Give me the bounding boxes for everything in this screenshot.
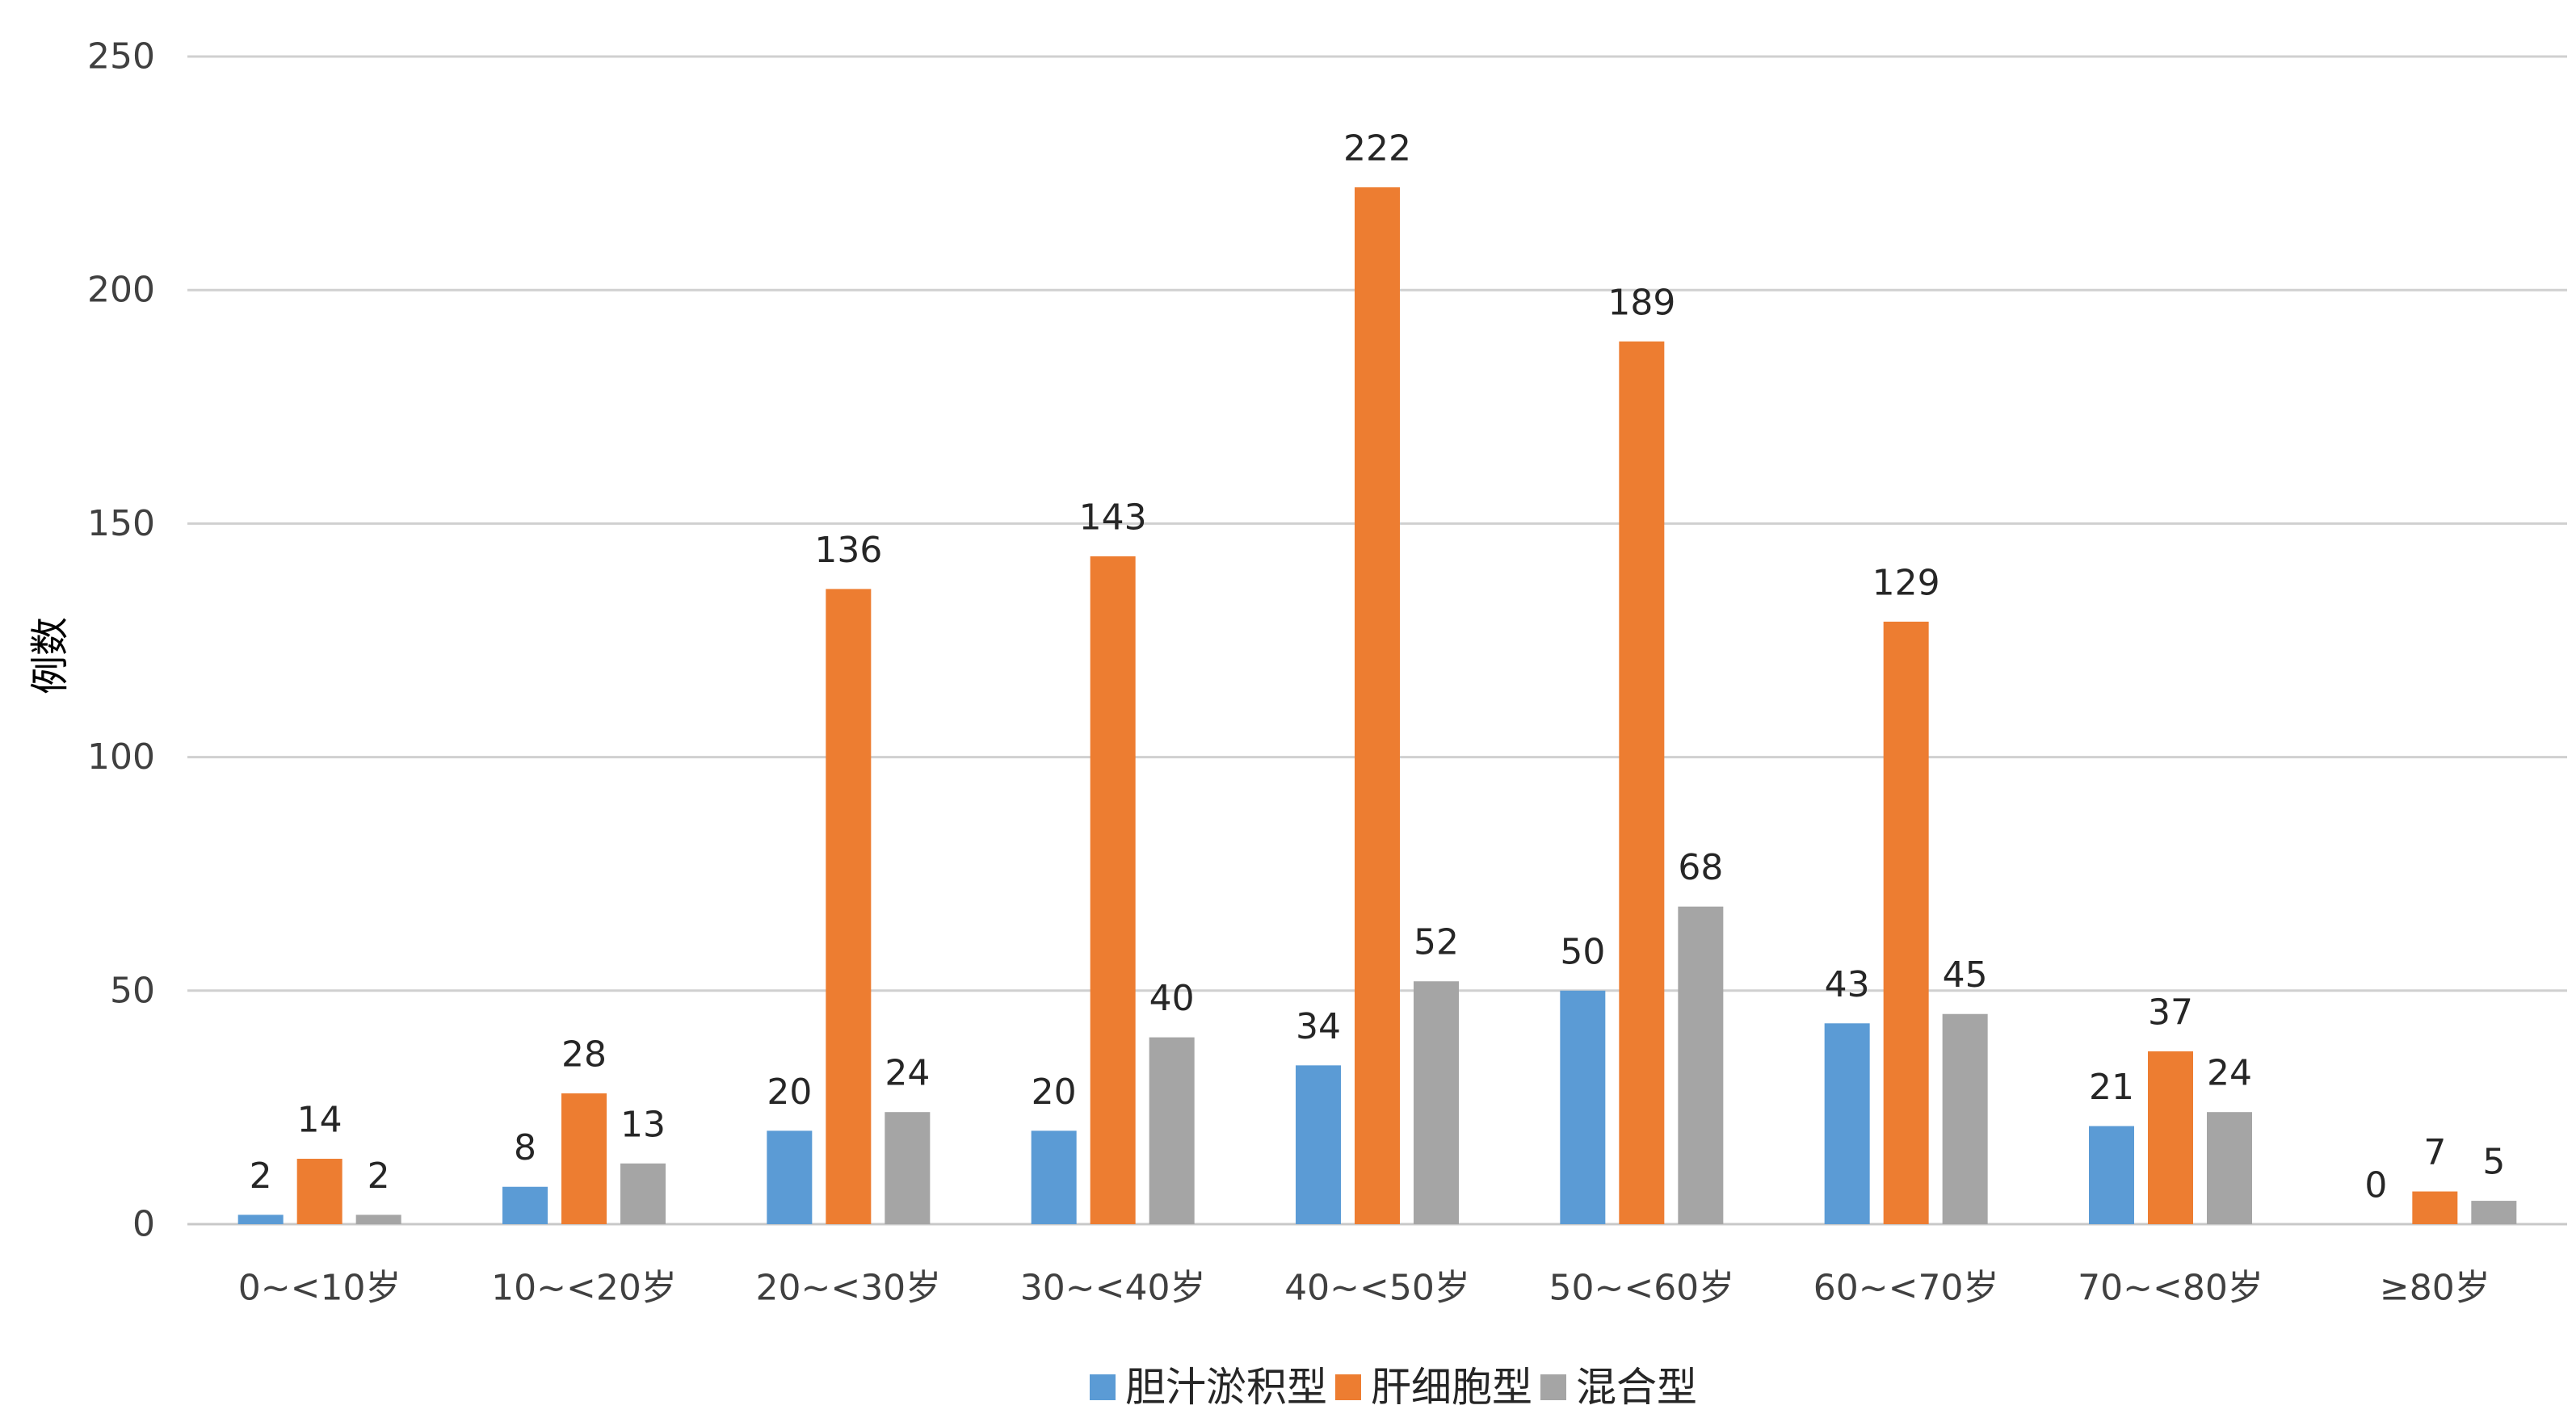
x-tick-label: 40~<50岁 [1284,1268,1470,1309]
bar-1-6 [1560,990,1606,1224]
bar-3-4 [1149,1037,1195,1224]
y-axis-ticks: 0 50 100 150 200 250 [87,36,155,1245]
data-label: 34 [1296,1006,1341,1047]
data-label: 136 [814,530,882,571]
bar-2-7 [1883,621,1929,1224]
data-label: 43 [1825,964,1870,1005]
bar-1-7 [1824,1023,1870,1224]
legend-label: 混合型 [1576,1364,1697,1411]
bar-2-1 [296,1159,342,1224]
x-tick-label: 50~<60岁 [1549,1268,1734,1309]
y-tick-label: 0 [132,1204,155,1245]
data-label: 20 [767,1072,812,1113]
bar-3-2 [620,1163,666,1224]
data-label: 0 [2364,1165,2387,1206]
y-tick-label: 100 [87,736,155,778]
bar-3-7 [1942,1013,1988,1224]
bar-1-5 [1296,1065,1341,1224]
x-tick-label: 70~<80岁 [2078,1268,2263,1309]
bar-1-8 [2089,1126,2134,1224]
bar-2-3 [826,589,872,1224]
data-label: 2 [250,1156,272,1197]
x-axis-ticks: 0~<10岁 10~<20岁 20~<30岁 30~<40岁 40~<50岁 50~<60… [238,1268,2490,1309]
legend-swatch [1540,1374,1566,1400]
bar-3-1 [355,1214,401,1224]
x-tick-label: 20~<30岁 [755,1268,941,1309]
data-label: 14 [297,1100,342,1141]
data-label: 5 [2482,1142,2505,1183]
bars [237,187,2517,1225]
bar-1-4 [1031,1130,1077,1224]
x-tick-label: ≥80岁 [2380,1268,2490,1309]
y-tick-label: 250 [87,36,155,78]
bar-3-8 [2207,1112,2252,1224]
data-label: 24 [2207,1053,2252,1094]
legend-swatch [1090,1374,1116,1400]
bar-2-9 [2412,1191,2458,1224]
bar-2-2 [561,1093,607,1224]
x-tick-label: 10~<20岁 [491,1268,677,1309]
bar-3-3 [885,1112,931,1224]
legend: 胆汁淤积型 肝细胞型 混合型 [1090,1364,1697,1411]
data-label: 2 [368,1156,390,1197]
bar-1-3 [767,1130,813,1224]
x-tick-label: 60~<70岁 [1813,1268,1999,1309]
bar-2-6 [1619,341,1665,1225]
data-label: 50 [1560,931,1605,972]
data-label: 143 [1079,497,1147,538]
legend-swatch [1335,1374,1361,1400]
data-label: 28 [561,1034,607,1076]
bar-3-5 [1414,981,1459,1224]
bar-2-4 [1090,556,1136,1224]
bar-2-8 [2148,1051,2193,1224]
data-label: 24 [885,1053,930,1094]
y-axis-title: 例数 [27,617,73,694]
x-tick-label: 0~<10岁 [238,1268,401,1309]
y-tick-label: 150 [87,503,155,544]
bar-1-1 [237,1214,284,1224]
bar-2-5 [1355,187,1400,1224]
data-label: 20 [1032,1072,1077,1113]
data-label: 222 [1343,128,1411,169]
data-label: 129 [1872,562,1940,603]
data-label: 52 [1414,922,1459,963]
bar-3-9 [2471,1201,2517,1224]
legend-label: 肝细胞型 [1371,1364,1532,1411]
data-label: 7 [2423,1132,2446,1173]
bar-1-2 [502,1186,548,1224]
data-label: 13 [620,1104,666,1145]
data-label: 21 [2089,1067,2134,1108]
data-label: 40 [1149,978,1195,1019]
data-label: 37 [2148,992,2193,1033]
data-label: 68 [1678,847,1723,888]
legend-label: 胆汁淤积型 [1125,1364,1327,1411]
x-tick-label: 30~<40岁 [1020,1268,1206,1309]
bar-3-6 [1678,906,1724,1224]
y-tick-label: 50 [110,970,155,1011]
data-label: 8 [514,1127,536,1168]
data-label: 45 [1943,954,1988,996]
y-tick-label: 200 [87,270,155,311]
data-label: 189 [1607,282,1675,323]
